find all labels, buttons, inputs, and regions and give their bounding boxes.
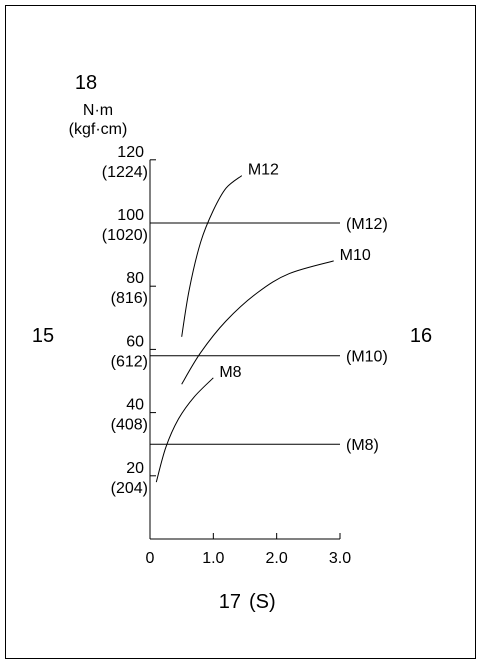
curve-m10 bbox=[181, 260, 334, 385]
curve-label: M8 bbox=[219, 364, 241, 381]
y-tick-label: 20 bbox=[126, 460, 144, 477]
curve-m12 bbox=[181, 175, 243, 337]
y-tick-label: 60 bbox=[126, 333, 144, 350]
y-axis-callout: 18 bbox=[75, 72, 97, 94]
y-tick-alt-label: (204) bbox=[111, 480, 148, 497]
y-tick-alt-label: (408) bbox=[111, 417, 148, 434]
curve-m8 bbox=[155, 377, 214, 483]
y-tick-alt-label: (1224) bbox=[102, 164, 148, 181]
y-axis-unit-label: N·m bbox=[83, 102, 113, 119]
reference-lines: (M12) (M10) (M8) bbox=[150, 216, 388, 454]
y-tick-label: 40 bbox=[126, 397, 144, 414]
x-axis-callout: 17 bbox=[219, 591, 241, 613]
x-tick-label: 2.0 bbox=[266, 550, 288, 567]
reference-line-label: (M12) bbox=[346, 216, 388, 233]
x-tick-label: 0 bbox=[146, 550, 155, 567]
chart-frame bbox=[5, 5, 476, 659]
x-axis-unit-label: (S) bbox=[249, 591, 276, 613]
y-tick-label: 100 bbox=[117, 207, 144, 224]
axes bbox=[149, 159, 341, 540]
right-callout: 16 bbox=[410, 325, 432, 347]
y-tick-label: 80 bbox=[126, 270, 144, 287]
y-tick-label: 120 bbox=[117, 144, 144, 161]
x-tick-label: 3.0 bbox=[329, 550, 351, 567]
curve-label: M12 bbox=[248, 162, 279, 179]
reference-line-label: (M10) bbox=[346, 349, 388, 366]
y-axis-alt-unit-label: (kgf·cm) bbox=[69, 121, 128, 138]
x-tick-label: 1.0 bbox=[202, 550, 224, 567]
torque-curves: M12 M10 M8 bbox=[155, 162, 371, 483]
tick-labels: 20 (204) 40 (408) 60 (612) 80 (816) 100 (1020) 120… bbox=[102, 144, 351, 567]
y-tick-alt-label: (1020) bbox=[102, 227, 148, 244]
y-tick-alt-label: (612) bbox=[111, 353, 148, 370]
left-callout: 15 bbox=[32, 325, 54, 347]
curve-label: M10 bbox=[340, 247, 371, 264]
y-tick-alt-label: (816) bbox=[111, 290, 148, 307]
reference-line-label: (M8) bbox=[346, 437, 379, 454]
